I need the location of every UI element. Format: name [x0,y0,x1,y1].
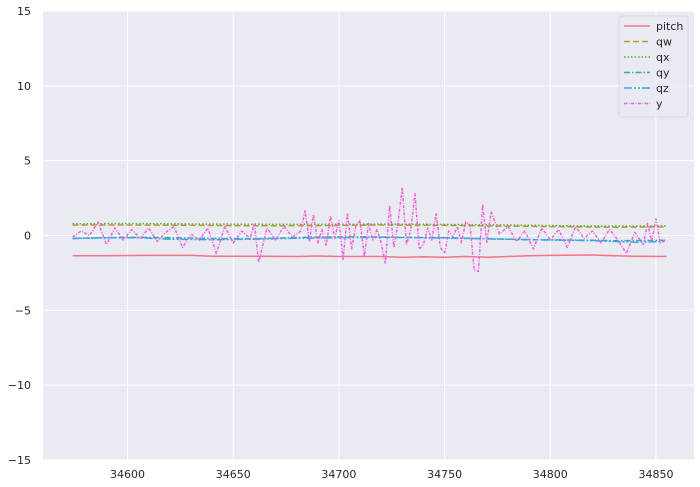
legend-label-pitch: pitch [656,20,683,33]
x-tick-label: 34650 [216,468,251,481]
y-tick-label: 15 [17,5,31,18]
series-lines [72,186,667,273]
legend: pitch qw qx qy qz y [618,15,689,118]
y-tick-label: −15 [8,454,31,467]
legend-label-qz: qz [656,82,669,95]
y-tick-label: 5 [24,155,31,168]
x-tick-label: 34800 [533,468,568,481]
series-line-qw [72,224,667,229]
x-tick-label: 34750 [427,468,462,481]
x-tick-label: 34850 [638,468,673,481]
x-tick-label: 34600 [110,468,145,481]
y-tick-label: −10 [8,379,31,392]
y-tick-label: 0 [24,230,31,243]
legend-label-qx: qx [656,51,670,64]
x-tick-label: 34700 [321,468,356,481]
series-line-pitch [72,254,667,258]
tick-labels: 34600 34650 34700 34750 34800 34850 −15 −10 −5 0 5… [8,5,674,481]
legend-label-y: y [656,98,663,111]
legend-label-qy: qy [656,67,670,80]
series-line-qx [72,222,667,227]
y-tick-label: −5 [15,304,31,317]
y-tick-label: 10 [17,80,31,93]
grid [43,10,694,461]
legend-label-qw: qw [656,36,672,49]
